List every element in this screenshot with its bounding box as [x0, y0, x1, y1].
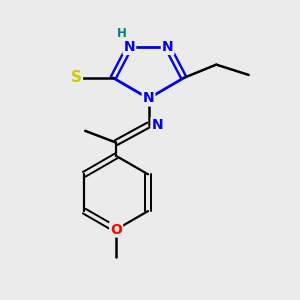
Text: N: N [124, 40, 135, 54]
Text: S: S [71, 70, 82, 86]
Text: N: N [143, 92, 154, 106]
Text: N: N [162, 40, 173, 54]
Text: O: O [110, 223, 122, 236]
Text: N: N [152, 118, 163, 132]
Text: H: H [117, 27, 127, 40]
